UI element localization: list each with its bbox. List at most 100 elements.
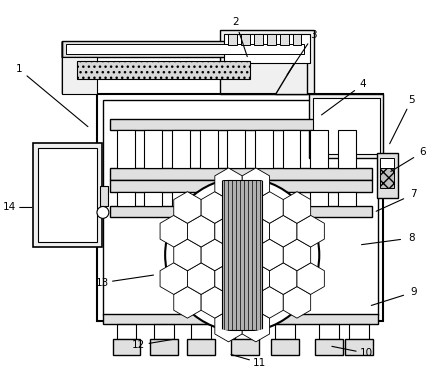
Text: 11: 11 [253,358,266,368]
Bar [113,339,140,355]
Bar [33,143,102,247]
Polygon shape [174,239,201,271]
Text: 12: 12 [132,340,145,350]
Bar [310,192,328,205]
Bar [110,168,372,180]
Bar [380,168,394,188]
Bar [345,339,373,355]
Polygon shape [201,239,229,271]
Bar [255,192,273,205]
Bar [117,130,135,168]
Bar [110,180,372,192]
Bar [235,324,255,339]
Bar [293,33,301,46]
Bar [151,339,178,355]
Bar [191,324,210,339]
Polygon shape [242,263,270,294]
Circle shape [165,178,319,332]
Polygon shape [66,45,305,54]
Bar [117,192,135,205]
Polygon shape [63,42,307,57]
Text: 14: 14 [2,202,16,212]
Bar [338,192,356,205]
Polygon shape [297,263,325,294]
Polygon shape [270,263,297,294]
Bar [222,180,262,330]
Polygon shape [215,263,242,294]
Bar [227,130,245,168]
Bar [349,324,369,339]
Bar [280,33,289,46]
Bar [315,339,343,355]
Bar [309,94,384,158]
Text: 3: 3 [310,30,317,40]
Polygon shape [201,192,229,223]
Polygon shape [242,310,270,342]
Polygon shape [63,42,97,94]
Bar [200,192,218,205]
Bar [187,339,214,355]
Text: 1: 1 [16,64,22,74]
Text: 10: 10 [360,348,373,358]
Polygon shape [187,263,215,294]
Polygon shape [215,310,242,342]
Bar [221,30,314,94]
Polygon shape [283,192,311,223]
Bar [117,324,136,339]
Bar [77,61,250,79]
Bar [38,148,97,242]
Bar [319,324,339,339]
Polygon shape [215,215,242,247]
Bar [227,192,245,205]
Bar [231,339,259,355]
Polygon shape [229,239,256,271]
Bar [97,94,384,321]
Polygon shape [256,192,283,223]
Polygon shape [201,287,229,318]
Text: 6: 6 [420,147,426,157]
Polygon shape [160,263,187,294]
Polygon shape [160,215,187,247]
Bar [271,339,298,355]
Bar [103,314,377,324]
Bar [154,324,174,339]
Text: 9: 9 [410,287,417,297]
Polygon shape [297,215,325,247]
Polygon shape [256,287,283,318]
Text: 4: 4 [360,79,366,89]
Polygon shape [270,215,297,247]
Bar [144,130,162,168]
Circle shape [97,206,109,218]
Bar [110,118,372,130]
Text: 5: 5 [408,95,415,105]
Bar [172,192,190,205]
Bar [241,33,250,46]
Text: 8: 8 [408,233,414,243]
Bar [255,130,273,168]
Polygon shape [283,239,311,271]
Polygon shape [187,215,215,247]
Polygon shape [229,287,256,318]
Bar [283,192,301,205]
Bar [172,130,190,168]
Polygon shape [174,287,201,318]
Polygon shape [242,168,270,199]
Bar [377,153,398,198]
Bar [267,33,276,46]
Polygon shape [242,215,270,247]
Polygon shape [256,239,283,271]
Bar [283,130,301,168]
Bar [100,186,108,205]
Bar [338,130,356,168]
Bar [275,324,294,339]
Polygon shape [215,168,242,199]
Bar [228,33,237,46]
Bar [310,130,328,168]
Polygon shape [174,192,201,223]
Polygon shape [229,192,256,223]
Bar [380,158,394,168]
Bar [144,192,162,205]
Text: 13: 13 [95,278,109,288]
Bar [224,33,310,63]
Bar [103,100,377,315]
